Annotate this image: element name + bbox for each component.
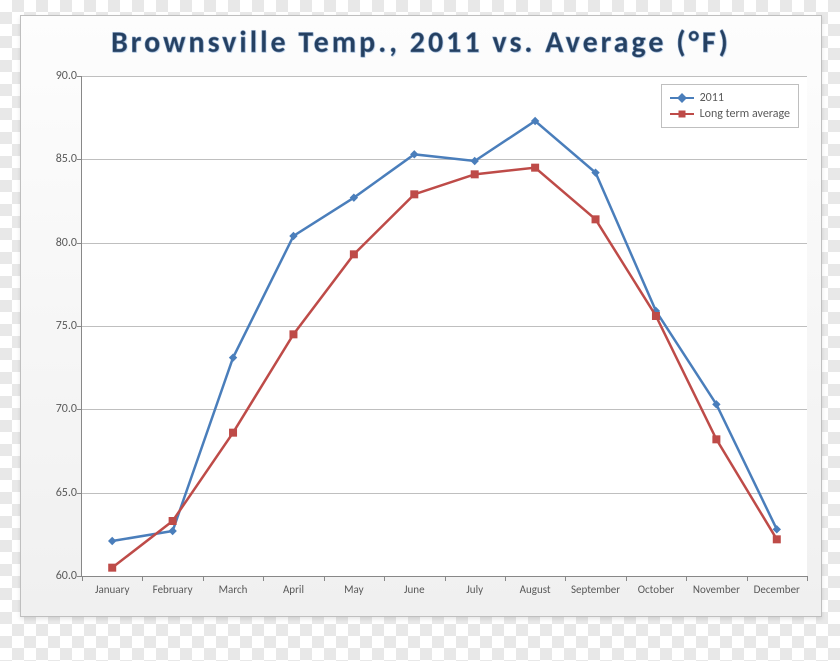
x-tick-mark xyxy=(626,576,627,581)
legend-item-avg: Long term average xyxy=(670,106,790,122)
x-tick-mark xyxy=(82,576,83,581)
y-tick-label: 60.0 xyxy=(37,569,77,583)
x-tick-label: January xyxy=(95,583,129,596)
series-marker-1 xyxy=(109,564,116,571)
series-marker-1 xyxy=(592,216,599,223)
x-tick-mark xyxy=(263,576,264,581)
legend-swatch-2011 xyxy=(670,93,694,103)
y-tick-label: 80.0 xyxy=(37,236,77,250)
series-marker-1 xyxy=(773,536,780,543)
y-tick-label: 75.0 xyxy=(37,319,77,333)
x-tick-label: March xyxy=(219,583,248,596)
legend-label-avg: Long term average xyxy=(700,107,790,121)
series-marker-1 xyxy=(230,429,237,436)
y-tick-mark xyxy=(77,409,82,410)
y-tick-label: 65.0 xyxy=(37,486,77,500)
legend-swatch-avg xyxy=(670,109,694,119)
legend-item-2011: 2011 xyxy=(670,90,790,106)
x-tick-label: June xyxy=(404,583,425,596)
x-tick-mark xyxy=(565,576,566,581)
y-tick-label: 90.0 xyxy=(37,69,77,83)
y-tick-label: 85.0 xyxy=(37,152,77,166)
series-marker-1 xyxy=(290,331,297,338)
x-tick-mark xyxy=(747,576,748,581)
x-tick-mark xyxy=(807,576,808,581)
y-tick-mark xyxy=(77,493,82,494)
series-marker-1 xyxy=(652,313,659,320)
y-tick-label: 70.0 xyxy=(37,402,77,416)
series-marker-0 xyxy=(109,538,116,545)
x-tick-mark xyxy=(142,576,143,581)
x-tick-label: July xyxy=(466,583,483,596)
legend-label-2011: 2011 xyxy=(700,91,724,105)
series-line-1 xyxy=(112,168,777,568)
x-tick-label: September xyxy=(571,583,620,596)
series-marker-1 xyxy=(532,164,539,171)
plot-area: 2011 Long term average 60.065.070.075.08… xyxy=(81,76,807,577)
x-tick-label: October xyxy=(638,583,674,596)
x-tick-label: May xyxy=(344,583,363,596)
series-marker-0 xyxy=(169,528,176,535)
series-marker-1 xyxy=(471,171,478,178)
x-tick-label: August xyxy=(520,583,551,596)
x-tick-mark xyxy=(324,576,325,581)
x-tick-label: December xyxy=(754,583,800,596)
series-marker-1 xyxy=(411,191,418,198)
x-tick-mark xyxy=(686,576,687,581)
chart-panel: Brownsville Temp., 2011 vs. Average (°F)… xyxy=(20,15,822,617)
y-tick-mark xyxy=(77,76,82,77)
x-tick-mark xyxy=(445,576,446,581)
series-marker-1 xyxy=(350,251,357,258)
y-tick-mark xyxy=(77,326,82,327)
x-tick-mark xyxy=(505,576,506,581)
y-tick-mark xyxy=(77,243,82,244)
series-marker-1 xyxy=(169,518,176,525)
x-tick-label: February xyxy=(153,583,193,596)
x-tick-label: November xyxy=(693,583,740,596)
series-marker-1 xyxy=(713,436,720,443)
legend: 2011 Long term average xyxy=(661,84,799,128)
y-tick-mark xyxy=(77,159,82,160)
x-tick-mark xyxy=(203,576,204,581)
chart-svg xyxy=(82,76,807,576)
x-tick-label: April xyxy=(283,583,304,596)
chart-title: Brownsville Temp., 2011 vs. Average (°F) xyxy=(21,24,821,61)
x-tick-mark xyxy=(384,576,385,581)
